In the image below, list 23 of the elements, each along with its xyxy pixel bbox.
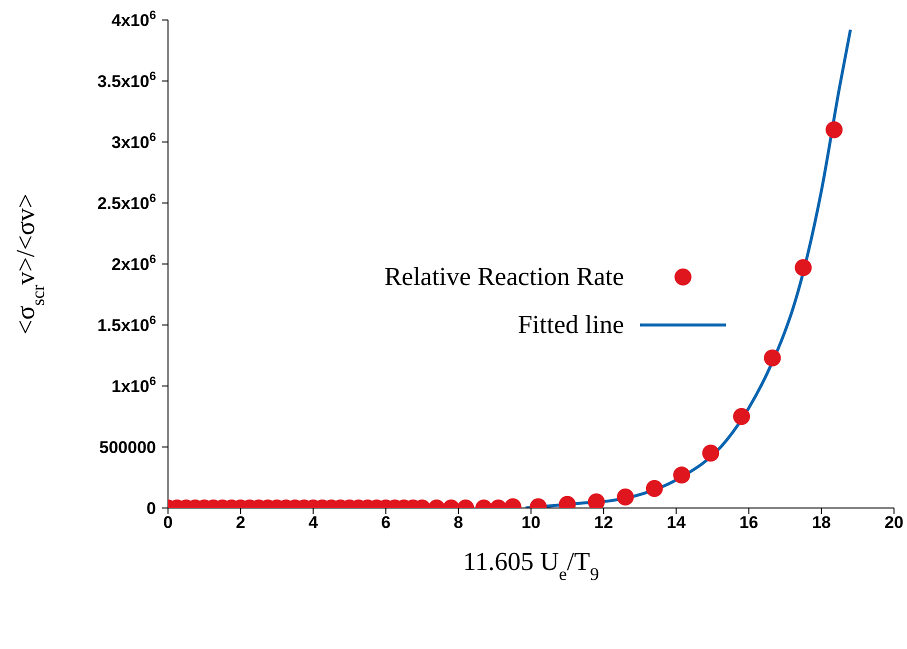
y-tick-label: 3.5x10$^{6}$ — [97, 69, 156, 91]
x-tick-label: 6 — [381, 513, 391, 532]
y-tick-label: 1x10$^{6}$ — [111, 374, 156, 396]
x-tick-label: 2 — [236, 513, 246, 532]
x-tick-label: 20 — [884, 513, 904, 532]
x-tick-label: 10 — [522, 513, 540, 532]
y-tick-label: 3x10$^{6}$ — [111, 130, 156, 152]
legend-label: Relative Reaction Rate — [384, 262, 624, 292]
y-tick-label: 1.5x10$^{6}$ — [97, 313, 156, 335]
y-tick-label: 4x10$^{6}$ — [111, 8, 156, 30]
x-tick-label: 14 — [666, 513, 686, 532]
x-tick-label: 8 — [454, 513, 464, 532]
x-tick-label: 0 — [163, 513, 173, 532]
x-tick-label: 16 — [739, 513, 758, 532]
y-tick-label: 2.5x10$^{6}$ — [97, 191, 156, 213]
x-tick-label: 12 — [594, 513, 614, 532]
legend-label: Fitted line — [518, 310, 624, 340]
y-tick-label: 500000 — [99, 438, 156, 457]
x-tick-label: 18 — [812, 513, 831, 532]
y-tick-label: 0 — [146, 499, 156, 518]
y-tick-label: 2x10$^{6}$ — [111, 252, 156, 274]
x-axis-title: 11.605 U$_{e}$/T$_{9}$ — [463, 547, 599, 584]
x-tick-label: 4 — [308, 513, 318, 532]
